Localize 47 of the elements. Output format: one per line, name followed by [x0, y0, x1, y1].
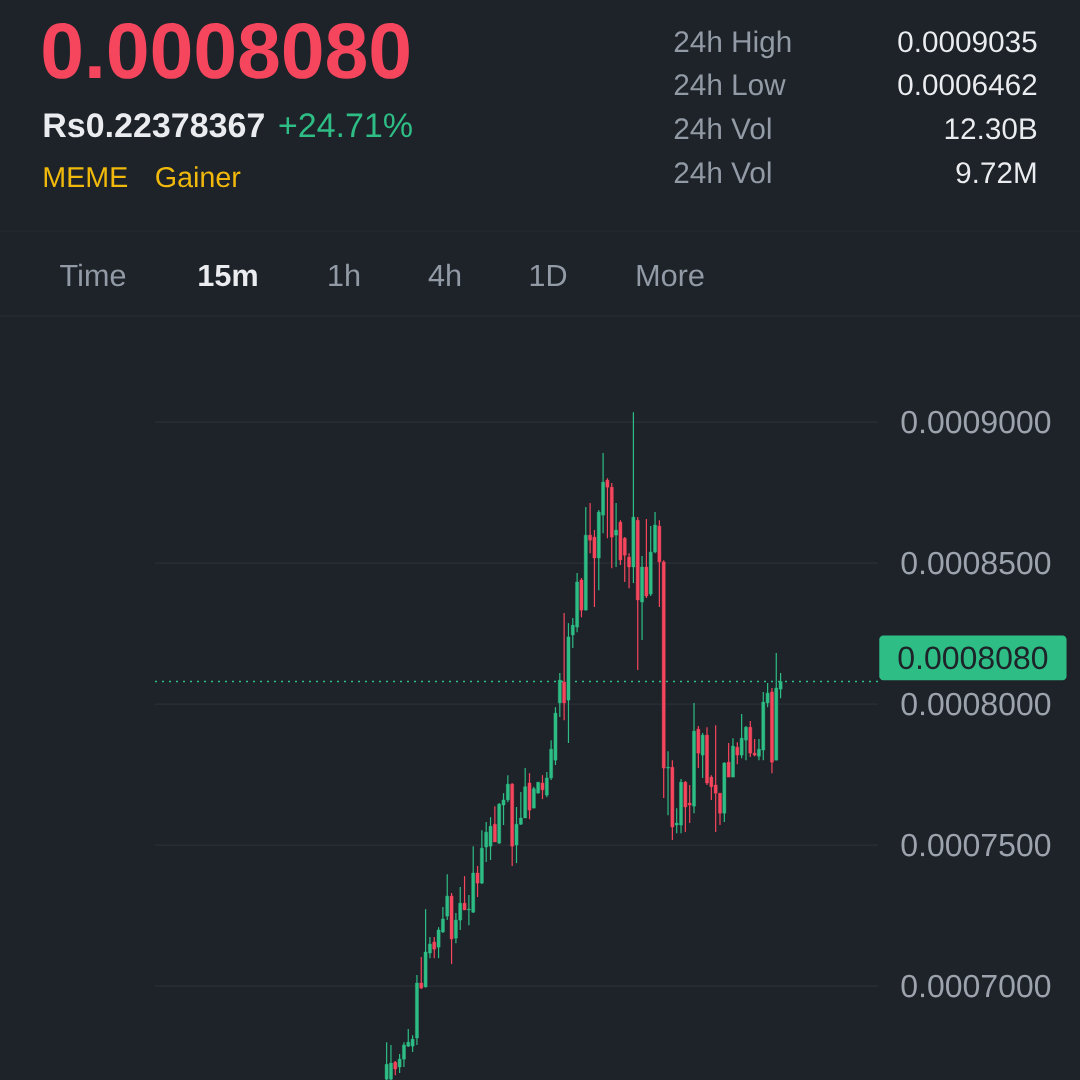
- candlestick: [532, 786, 536, 809]
- candlestick: [419, 956, 424, 990]
- candlestick: [475, 865, 480, 898]
- y-tick-label: 0.0009000: [901, 410, 1051, 434]
- text: 9.72M: [956, 162, 1036, 184]
- candlestick: [739, 713, 744, 759]
- candlestick: [562, 612, 566, 721]
- y-tick-label: 0.0007500: [901, 833, 1051, 857]
- text: Gainer: [156, 166, 241, 188]
- candlestick: [432, 936, 437, 959]
- text: 0.0008080: [43, 23, 409, 79]
- text: +24.71%: [279, 113, 412, 138]
- text: 24h High: [674, 30, 791, 59]
- candlestick: [696, 725, 701, 769]
- candlestick: [735, 741, 740, 765]
- text: 1D: [530, 264, 567, 286]
- y-tick-label: 0.0008500: [901, 551, 1051, 575]
- text: More: [637, 264, 704, 287]
- text: 24h Vol: [674, 161, 771, 184]
- candlestick: [687, 784, 692, 824]
- candlestick: [726, 742, 731, 778]
- candlestick: [666, 750, 670, 816]
- candlestick: [700, 732, 705, 779]
- candlestick: [488, 816, 493, 861]
- text: 12.30B: [945, 118, 1037, 140]
- candlestick: [713, 724, 718, 833]
- candlestick: [540, 774, 545, 800]
- ref-line-label: 0.0008080: [898, 646, 1048, 670]
- candlestick: [493, 805, 497, 843]
- text: Time: [60, 263, 126, 287]
- text: 4h: [428, 263, 461, 286]
- candlestick: [614, 502, 618, 568]
- y-tick-label: 0.0007000: [901, 974, 1051, 998]
- text: Rs0.22378367: [44, 113, 264, 138]
- text: 0.0006462: [898, 74, 1037, 96]
- candlestick: [445, 873, 449, 921]
- text: 1h: [329, 263, 360, 286]
- text: MEME: [44, 167, 128, 187]
- candlestick: [389, 1044, 393, 1080]
- text: 24h Vol: [674, 117, 771, 140]
- candlestick: [514, 806, 519, 864]
- text: 0.0009035: [898, 31, 1037, 53]
- candlestick: [462, 875, 467, 911]
- y-tick-label: 0.0008000: [901, 692, 1051, 716]
- text: 15m: [199, 264, 257, 287]
- text: 24h Low: [674, 73, 786, 96]
- candlestick: [384, 1041, 389, 1080]
